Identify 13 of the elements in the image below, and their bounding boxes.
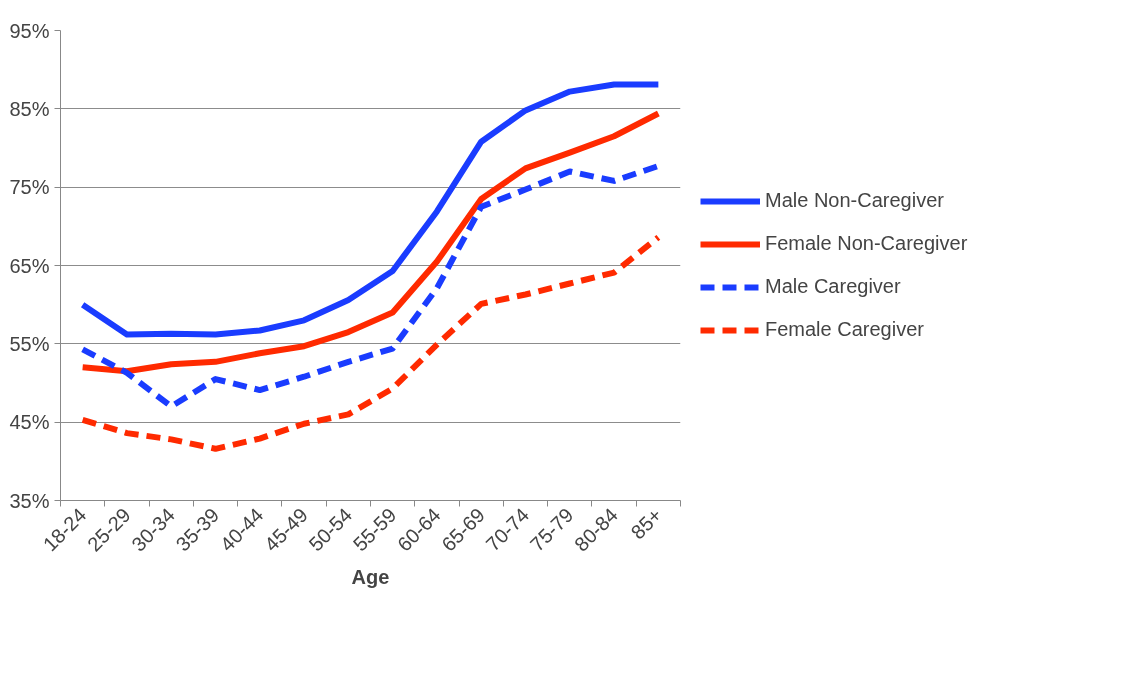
y-tick-label: 45% <box>9 411 50 434</box>
x-tick-label: 85+ <box>626 503 667 544</box>
y-tick-label: 75% <box>9 176 50 199</box>
y-tick-label: 85% <box>9 97 50 120</box>
y-tick-label: 65% <box>9 254 50 277</box>
legend-label: Male Caregiver <box>765 275 901 298</box>
legend-label: Female Caregiver <box>765 318 924 341</box>
y-tick-label: 35% <box>9 489 50 512</box>
legend-label: Female Non-Caregiver <box>765 232 968 255</box>
y-tick-label: 95% <box>9 19 50 42</box>
y-tick-label: 55% <box>9 332 50 355</box>
x-axis-title: Age <box>351 565 390 588</box>
legend-label: Male Non-Caregiver <box>765 189 944 212</box>
